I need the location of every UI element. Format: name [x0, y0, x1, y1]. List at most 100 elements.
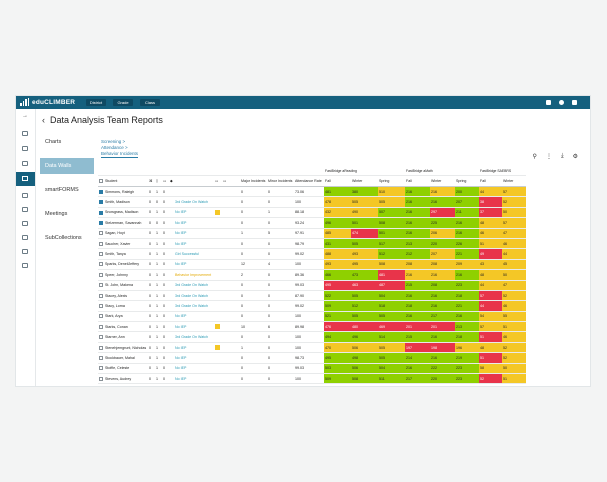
reading-score[interactable]: 490 — [351, 207, 378, 219]
saebrs-winter[interactable]: 57 — [502, 186, 526, 198]
table-row[interactable]: Snowgrass, Madison 0 1 0 No IEP 0 1 88.18 432 490… — [98, 207, 526, 219]
table-row[interactable]: Stacy, Lorna 0 1 0 3rd Grade On Watch 0 0 99.02… — [98, 300, 526, 312]
saebrs-fall[interactable]: 51 — [479, 352, 502, 364]
saebrs-fall[interactable]: 43 — [479, 259, 502, 271]
saebrs-fall[interactable]: 51 — [479, 238, 502, 250]
table-row[interactable]: St. John, Makena 0 1 0 3rd Grade On Watch 0 0 9… — [98, 280, 526, 291]
math-score[interactable]: 206 — [430, 228, 455, 239]
saebrs-fall[interactable]: 48 — [479, 217, 502, 229]
files-icon[interactable] — [22, 207, 28, 212]
reading-score[interactable]: 508 — [378, 259, 405, 271]
math-score[interactable]: 220 — [430, 373, 455, 385]
reading-score[interactable]: 495 — [324, 280, 351, 291]
student-name[interactable]: Saucher, Xavier — [104, 238, 148, 250]
table-row[interactable]: Simmons, Raleigh 0 1 0 0 0 73.06 481 380 510 216 21… — [98, 186, 526, 198]
saebrs-winter[interactable]: 47 — [502, 280, 526, 291]
math-score[interactable]: 216 — [405, 228, 430, 239]
plan-label[interactable]: 3rd Grade On Watch — [174, 290, 214, 302]
student-name[interactable]: Stoffie, Celeste — [104, 363, 148, 375]
table-row[interactable]: Stoffie, Celeste 0 1 0 No IEP 0 0 99.03 503 506 50… — [98, 363, 526, 375]
nav-subcollections[interactable]: SubCollections — [45, 235, 82, 241]
student-name[interactable]: Sagan, Hoyt — [104, 228, 148, 239]
math-score[interactable]: 209 — [455, 259, 479, 271]
reading-score[interactable]: 517 — [378, 238, 405, 250]
reading-score[interactable]: 481 — [378, 269, 405, 281]
plan-label[interactable]: No IEP — [174, 321, 214, 333]
math-score[interactable]: 221 — [455, 300, 479, 312]
math-score[interactable]: 218 — [455, 290, 479, 302]
math-score[interactable]: 216 — [455, 311, 479, 323]
math-score[interactable]: 223 — [455, 373, 479, 385]
reports-icon[interactable] — [16, 172, 35, 186]
reading-score[interactable]: 501 — [351, 217, 378, 229]
math-score[interactable]: 220 — [430, 238, 455, 250]
saebrs-winter[interactable]: 46 — [502, 238, 526, 250]
student-name[interactable]: Snowgrass, Madison — [104, 207, 148, 219]
col-minor[interactable]: Minor Incidents — [267, 175, 294, 187]
math-score[interactable]: 223 — [455, 280, 479, 291]
row-checkbox[interactable] — [99, 345, 103, 350]
math-score[interactable]: 222 — [430, 363, 455, 375]
reading-score[interactable]: 380 — [351, 186, 378, 198]
reading-score[interactable]: 508 — [378, 217, 405, 229]
reading-score[interactable]: 510 — [378, 186, 405, 198]
math-score[interactable]: 217 — [405, 373, 430, 385]
table-row[interactable]: Stenehjemgrunt, Nicholas 0 1 0 No IEP 1 0 100 47… — [98, 342, 526, 354]
math-score[interactable]: 200 — [455, 186, 479, 198]
math-score[interactable]: 215 — [405, 331, 430, 343]
reading-score[interactable]: 512 — [378, 248, 405, 260]
nav-grade[interactable]: Grade — [113, 99, 133, 106]
col-reading-spring[interactable]: Spring — [378, 175, 405, 187]
math-score[interactable]: 216 — [430, 352, 455, 364]
table-row[interactable]: Starks, Conan 0 1 0 No IEP 10 6 89.98 476 480 469 2… — [98, 321, 526, 333]
row-checkbox[interactable] — [99, 293, 103, 298]
crumb-screening[interactable]: Screening > — [101, 139, 126, 144]
math-score[interactable]: 216 — [455, 269, 479, 281]
saebrs-winter[interactable]: 52 — [502, 352, 526, 364]
nav-class[interactable]: Class — [140, 99, 160, 106]
saebrs-fall[interactable]: 38 — [479, 196, 502, 208]
row-checkbox[interactable] — [99, 210, 103, 215]
col-math-fall[interactable]: Fall — [405, 175, 430, 187]
math-score[interactable]: 216 — [430, 290, 455, 302]
plan-label[interactable]: No IEP — [174, 352, 214, 364]
reading-score[interactable]: 503 — [324, 363, 351, 375]
plan-label[interactable]: No IEP — [174, 363, 214, 375]
math-score[interactable]: 216 — [430, 196, 455, 208]
reading-score[interactable]: 498 — [351, 352, 378, 364]
math-score[interactable]: 216 — [405, 217, 430, 229]
table-row[interactable]: Speer, Johnny 0 1 0 Behavior Improvement 2 0 89… — [98, 269, 526, 281]
home-icon[interactable] — [22, 131, 28, 136]
reading-score[interactable]: 480 — [351, 321, 378, 333]
math-score[interactable]: 215 — [405, 280, 430, 291]
table-row[interactable]: Stark, Arya 0 1 0 No IEP 0 0 100 521 505 505 216 217… — [98, 311, 526, 323]
math-score[interactable]: 216 — [430, 269, 455, 281]
table-row[interactable]: Sagan, Hoyt 0 1 0 No IEP 1 5 97.91 485 474 501 216 2… — [98, 228, 526, 239]
pin-icon[interactable]: ⚲ — [532, 154, 537, 160]
archive-icon[interactable] — [22, 263, 28, 268]
math-score[interactable]: 208 — [430, 280, 455, 291]
table-row[interactable]: Stacey, Alexis 0 1 0 3rd Grade On Watch 0 0 87.… — [98, 290, 526, 302]
nav-data-walls[interactable]: Data Walls — [40, 158, 94, 174]
download-icon[interactable]: ⤓ — [560, 153, 564, 159]
reading-score[interactable]: 505 — [351, 290, 378, 302]
tools-icon[interactable] — [22, 249, 28, 254]
math-score[interactable]: 225 — [430, 217, 455, 229]
user-icon[interactable] — [572, 100, 577, 105]
reading-score[interactable]: 512 — [351, 300, 378, 312]
col-student[interactable]: Student — [104, 175, 148, 187]
reading-score[interactable]: 505 — [378, 352, 405, 364]
plan-label[interactable]: No IEP — [174, 228, 214, 239]
math-score[interactable]: 216 — [405, 269, 430, 281]
notifications-icon[interactable] — [559, 100, 564, 105]
row-checkbox[interactable] — [99, 314, 103, 319]
select-all-checkbox[interactable] — [99, 179, 103, 184]
saebrs-winter[interactable]: 52 — [502, 290, 526, 302]
math-score[interactable]: 216 — [405, 311, 430, 323]
table-row[interactable]: Stevens, Audrey 0 1 0 No IEP 0 0 100 509 508 511 21… — [98, 373, 526, 385]
math-score[interactable]: 216 — [455, 228, 479, 239]
row-checkbox[interactable] — [99, 262, 103, 267]
math-score[interactable]: 217 — [430, 311, 455, 323]
reading-score[interactable]: 432 — [324, 207, 351, 219]
student-name[interactable]: Stacey, Alexis — [104, 290, 148, 302]
